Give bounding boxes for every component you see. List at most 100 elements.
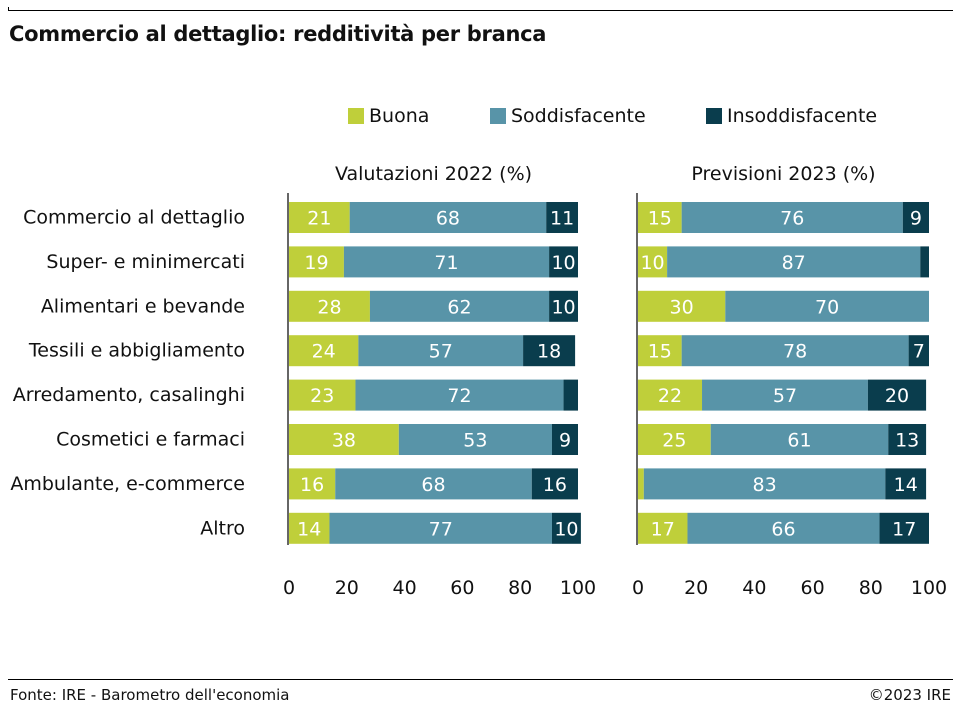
bar-segment-buona (289, 202, 350, 233)
legend-swatch-insoddisfacente (706, 108, 722, 124)
bar-segment-buona (638, 512, 688, 544)
x-tick-label: 40 (742, 577, 766, 599)
x-tick-label: 100 (911, 577, 947, 599)
bar-segment-buona (289, 246, 344, 278)
legend-swatch-soddisfacente (490, 108, 506, 124)
bar-value-label: 68 (421, 474, 445, 496)
bar-segment-soddisfacente (349, 202, 547, 233)
bar-segment-soddisfacente (667, 246, 921, 278)
bar-value-label: 10 (640, 252, 664, 274)
panel-title: Previsioni 2023 (%) (691, 163, 875, 185)
bar-value-label: 16 (543, 474, 567, 496)
bar-value-label: 16 (300, 474, 324, 496)
category-label: Alimentari e bevande (41, 295, 245, 317)
bar-segment-soddisfacente (398, 424, 552, 455)
bar-segment-soddisfacente (343, 246, 550, 278)
category-label: Ambulante, e-commerce (10, 473, 245, 495)
bar-segment-soddisfacente (369, 290, 550, 322)
bar-value-label: 83 (752, 474, 776, 496)
bar-value-label: 19 (304, 252, 328, 274)
bar-segment-soddisfacente (687, 512, 880, 544)
category-label: Tessili e abbigliamento (28, 340, 245, 362)
bar-value-label: 17 (892, 518, 916, 540)
bar-value-label: 57 (773, 385, 797, 407)
chart-title: Commercio al dettaglio: redditività per … (9, 22, 547, 46)
bar-segment-buona (289, 424, 399, 455)
bar-segment-insoddisfacente (888, 424, 927, 455)
bar-segment-buona (638, 202, 682, 233)
top-rule (8, 7, 953, 11)
bar-segment-insoddisfacente (879, 512, 929, 544)
category-label: Cosmetici e farmaci (56, 429, 245, 451)
category-label: Altro (200, 517, 245, 539)
category-label: Commercio al dettaglio (23, 207, 245, 229)
bar-segment-buona (289, 512, 330, 544)
bar-value-label: 15 (648, 208, 672, 230)
bar-value-label: 38 (332, 430, 356, 452)
bar-segment-insoddisfacente (551, 424, 578, 455)
bar-value-label: 87 (782, 252, 806, 274)
bar-segment-insoddisfacente (549, 290, 578, 322)
bar-segment-insoddisfacente (523, 335, 576, 367)
bar-segment-insoddisfacente (549, 246, 578, 278)
bar-segment-soddisfacente (335, 468, 532, 500)
bar-value-label: 9 (910, 208, 922, 230)
bar-segment-insoddisfacente (551, 512, 581, 544)
bar-segment-soddisfacente (725, 290, 929, 322)
bar-segment-insoddisfacente (920, 246, 929, 278)
bar-segment-insoddisfacente (885, 468, 927, 500)
x-tick-label: 40 (393, 577, 417, 599)
bar-value-label: 18 (537, 341, 561, 363)
bar-value-label: 77 (429, 518, 453, 540)
bar-value-label: 17 (651, 518, 675, 540)
bar-value-label: 66 (771, 518, 795, 540)
bar-value-label: 53 (463, 430, 487, 452)
x-tick-label: 0 (283, 577, 295, 599)
bar-value-label: 22 (658, 385, 682, 407)
bottom-rule (8, 679, 953, 680)
x-tick-label: 80 (859, 577, 883, 599)
bar-segment-buona (289, 335, 359, 367)
bar-value-label: 13 (895, 430, 919, 452)
bar-segment-insoddisfacente (867, 379, 927, 411)
bar-value-label: 14 (297, 518, 321, 540)
bar-value-label: 78 (783, 341, 807, 363)
x-tick-label: 80 (508, 577, 532, 599)
bar-value-label: 7 (913, 341, 925, 363)
legend-label-buona: Buona (369, 105, 430, 127)
bar-value-label: 70 (815, 296, 839, 318)
bar-segment-buona (638, 335, 682, 367)
bar-value-label: 62 (447, 296, 471, 318)
bar-value-label: 10 (554, 518, 578, 540)
bar-value-label: 11 (550, 208, 574, 230)
bar-segment-buona (289, 468, 336, 500)
bar-segment-buona (289, 379, 356, 411)
bar-value-label: 15 (648, 341, 672, 363)
legend-item-buona: Buona (348, 104, 429, 128)
bar-segment-insoddisfacente (531, 468, 578, 500)
bar-value-label: 68 (436, 208, 460, 230)
x-tick-label: 100 (560, 577, 596, 599)
bar-value-label: 30 (670, 296, 694, 318)
bar-segment-insoddisfacente (908, 335, 929, 367)
legend-item-soddisfacente: Soddisfacente (490, 104, 646, 128)
bar-segment-buona (638, 379, 703, 411)
x-tick-label: 60 (801, 577, 825, 599)
category-label: Arredamento, casalinghi (13, 384, 245, 406)
bar-segment-buona (638, 424, 711, 455)
x-tick-label: 0 (632, 577, 644, 599)
bar-value-label: 71 (434, 252, 458, 274)
bar-value-label: 23 (310, 385, 334, 407)
bar-segment-soddisfacente (681, 335, 909, 367)
bar-segment-buona (638, 468, 644, 500)
bar-segment-soddisfacente (358, 335, 524, 367)
bar-segment-insoddisfacente (902, 202, 929, 233)
bar-value-label: 20 (885, 385, 909, 407)
bar-value-label: 76 (780, 208, 804, 230)
copyright-note: ©2023 IRE (868, 686, 951, 704)
bar-value-label: 9 (559, 430, 571, 452)
bar-value-label: 10 (551, 252, 575, 274)
bar-value-label: 28 (317, 296, 341, 318)
bar-value-label: 14 (894, 474, 918, 496)
